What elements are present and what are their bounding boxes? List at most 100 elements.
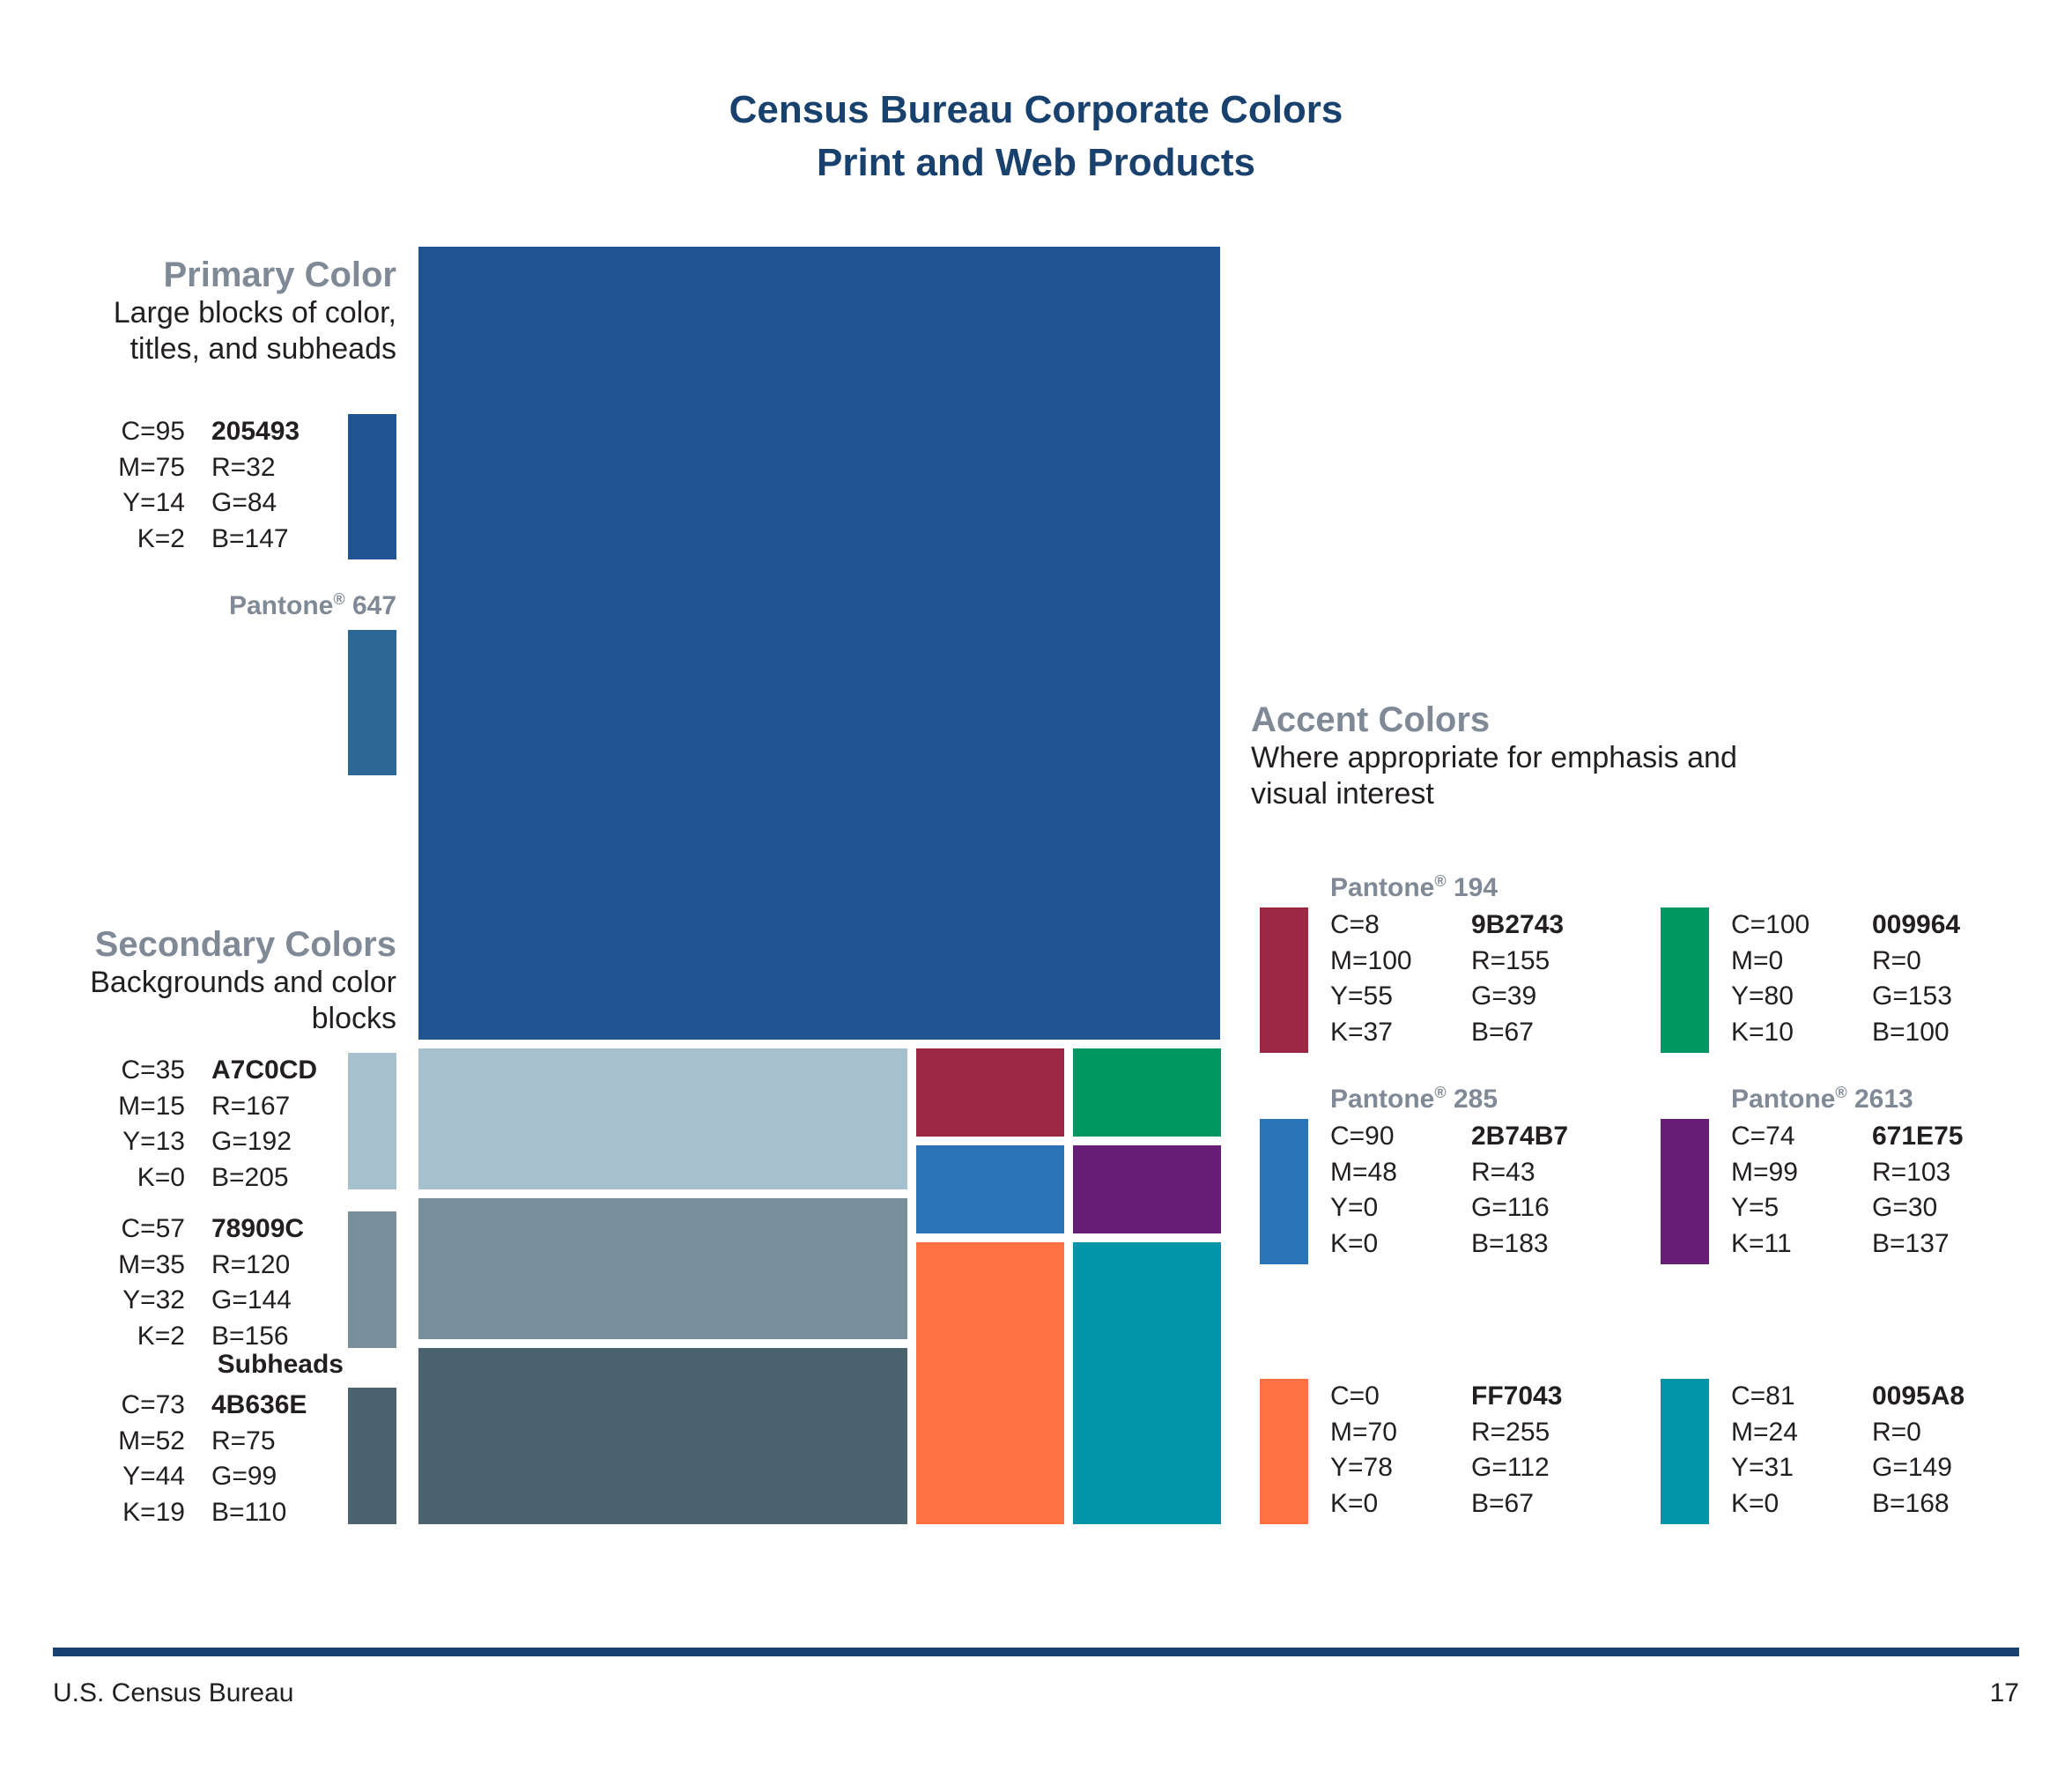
secondary1-Y: Y=13 — [53, 1124, 185, 1160]
secondary-heading-block: Secondary Colors Backgrounds and color b… — [35, 925, 396, 1037]
accent2-C: C=100 — [1731, 907, 1846, 944]
secondary3-rgb: 4B636E R=75 G=99 B=110 — [211, 1388, 344, 1530]
accent2-R: R=0 — [1872, 944, 2004, 980]
secondary1-cmyk: C=35 M=15 Y=13 K=0 — [53, 1053, 185, 1196]
primary-B: B=147 — [211, 522, 344, 558]
accent5-B: B=67 — [1471, 1486, 1603, 1522]
accent3-B: B=183 — [1471, 1226, 1603, 1263]
accent5-Y: Y=78 — [1330, 1450, 1445, 1486]
secondary1-R: R=167 — [211, 1089, 344, 1125]
accent3-pantone: Pantone® 285 — [1330, 1084, 1595, 1115]
accent4-C: C=74 — [1731, 1119, 1846, 1155]
accent5-cmyk: C=0 M=70 Y=78 K=0 — [1330, 1379, 1445, 1522]
secondary2-cmyk: C=57 M=35 Y=32 K=2 — [53, 1211, 185, 1354]
accent5-C: C=0 — [1330, 1379, 1445, 1415]
accent4-M: M=99 — [1731, 1155, 1846, 1191]
accent3-R: R=43 — [1471, 1155, 1603, 1191]
accent5-G: G=112 — [1471, 1450, 1603, 1486]
page-title-line1: Census Bureau Corporate Colors — [0, 88, 2072, 132]
secondary1-C: C=35 — [53, 1053, 185, 1089]
primary-K: K=2 — [53, 522, 185, 558]
accent3-cmyk: C=90 M=48 Y=0 K=0 — [1330, 1119, 1445, 1262]
accent6-Y: Y=31 — [1731, 1450, 1846, 1486]
secondary1-M: M=15 — [53, 1089, 185, 1125]
accent4-swatch — [1661, 1119, 1709, 1264]
accent-block-orange — [916, 1242, 1064, 1524]
accent1-G: G=39 — [1471, 979, 1603, 1015]
accent4-R: R=103 — [1872, 1155, 2004, 1191]
accent1-pantone: Pantone® 194 — [1330, 872, 1595, 903]
secondary3-R: R=75 — [211, 1424, 344, 1460]
accent6-C: C=81 — [1731, 1379, 1846, 1415]
primary-sub: Large blocks of color, titles, and subhe… — [53, 295, 396, 367]
secondary3-M: M=52 — [53, 1424, 185, 1460]
accent5-R: R=255 — [1471, 1415, 1603, 1451]
accent3-Y: Y=0 — [1330, 1190, 1445, 1226]
accent5-rgb: FF7043 R=255 G=112 B=67 — [1471, 1379, 1603, 1522]
secondary1-rgb: A7C0CD R=167 G=192 B=205 — [211, 1053, 344, 1196]
accent4-hex: 671E75 — [1872, 1119, 2004, 1155]
accent6-M: M=24 — [1731, 1415, 1846, 1451]
secondary2-hex: 78909C — [211, 1211, 344, 1248]
secondary2-B: B=156 — [211, 1319, 344, 1355]
secondary1-G: G=192 — [211, 1124, 344, 1160]
primary-hex: 205493 — [211, 414, 344, 450]
accent4-cmyk: C=74 M=99 Y=5 K=11 — [1731, 1119, 1846, 1262]
accent-block-purple — [1073, 1145, 1221, 1233]
primary-heading: Primary Color — [53, 256, 396, 295]
accent4-K: K=11 — [1731, 1226, 1846, 1263]
accent-heading-block: Accent Colors Where appropriate for emph… — [1251, 700, 1780, 812]
accent1-rgb: 9B2743 R=155 G=39 B=67 — [1471, 907, 1603, 1050]
secondary3-hex: 4B636E — [211, 1388, 344, 1424]
page-title-line2: Print and Web Products — [0, 141, 2072, 185]
primary-R: R=32 — [211, 450, 344, 486]
accent6-hex: 0095A8 — [1872, 1379, 2004, 1415]
secondary1-swatch — [348, 1053, 396, 1189]
accent5-K: K=0 — [1330, 1486, 1445, 1522]
accent-block-red — [916, 1048, 1064, 1137]
accent-block-blue — [916, 1145, 1064, 1233]
accent1-C: C=8 — [1330, 907, 1445, 944]
accent4-pantone-text: Pantone® 2613 — [1731, 1085, 1913, 1114]
accent2-M: M=0 — [1731, 944, 1846, 980]
primary-Y: Y=14 — [53, 485, 185, 522]
secondary2-Y: Y=32 — [53, 1283, 185, 1319]
footer-page-number: 17 — [1990, 1678, 2019, 1708]
secondary-sub: Backgrounds and color blocks — [35, 965, 396, 1037]
accent2-G: G=153 — [1872, 979, 2004, 1015]
accent-heading: Accent Colors — [1251, 700, 1780, 740]
secondary3-K: K=19 — [53, 1495, 185, 1531]
secondary2-K: K=2 — [53, 1319, 185, 1355]
secondary2-R: R=120 — [211, 1248, 344, 1284]
footer-left: U.S. Census Bureau — [53, 1678, 293, 1708]
primary-C: C=95 — [53, 414, 185, 450]
accent1-cmyk: C=8 M=100 Y=55 K=37 — [1330, 907, 1445, 1050]
secondary2-M: M=35 — [53, 1248, 185, 1284]
accent3-rgb: 2B74B7 R=43 G=116 B=183 — [1471, 1119, 1603, 1262]
accent4-G: G=30 — [1872, 1190, 2004, 1226]
accent2-swatch — [1661, 907, 1709, 1053]
secondary1-hex: A7C0CD — [211, 1053, 344, 1089]
primary-rgb: 205493 R=32 G=84 B=147 — [211, 414, 344, 557]
primary-swatch — [348, 414, 396, 559]
accent6-cmyk: C=81 M=24 Y=31 K=0 — [1731, 1379, 1846, 1522]
secondary3-C: C=73 — [53, 1388, 185, 1424]
accent4-rgb: 671E75 R=103 G=30 B=137 — [1872, 1119, 2004, 1262]
accent3-G: G=116 — [1471, 1190, 1603, 1226]
accent3-M: M=48 — [1330, 1155, 1445, 1191]
secondary3-Y: Y=44 — [53, 1459, 185, 1495]
accent1-pantone-text: Pantone® 194 — [1330, 873, 1498, 902]
accent2-Y: Y=80 — [1731, 979, 1846, 1015]
accent3-C: C=90 — [1330, 1119, 1445, 1155]
primary-big-block — [418, 247, 1220, 1040]
secondary3-G: G=99 — [211, 1459, 344, 1495]
accent1-B: B=67 — [1471, 1015, 1603, 1051]
accent5-hex: FF7043 — [1471, 1379, 1603, 1415]
primary-G: G=84 — [211, 485, 344, 522]
primary-pantone-label: Pantone® 647 — [159, 590, 396, 621]
secondary3-B: B=110 — [211, 1495, 344, 1531]
secondary2-bar — [418, 1198, 907, 1339]
accent1-M: M=100 — [1330, 944, 1445, 980]
accent5-M: M=70 — [1330, 1415, 1445, 1451]
accent2-rgb: 009964 R=0 G=153 B=100 — [1872, 907, 2004, 1050]
